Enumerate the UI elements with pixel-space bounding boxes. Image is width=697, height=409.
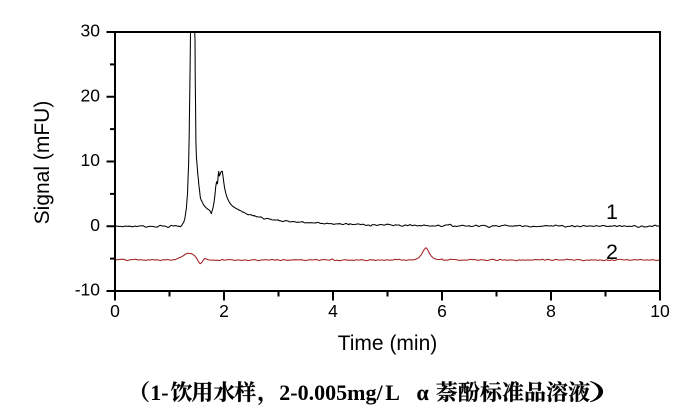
svg-text:2: 2 <box>606 240 618 264</box>
svg-text:1-: 1- <box>150 380 168 405</box>
svg-text:4: 4 <box>328 301 338 321</box>
svg-text:2-0.005mg/: 2-0.005mg/ <box>279 380 383 405</box>
svg-text:8: 8 <box>546 301 556 321</box>
svg-text:10: 10 <box>81 150 101 170</box>
svg-text:0: 0 <box>110 301 120 321</box>
svg-text:0: 0 <box>90 215 100 235</box>
svg-text:10: 10 <box>650 301 670 321</box>
svg-text:1: 1 <box>606 200 618 224</box>
svg-text:Time (min): Time (min) <box>338 332 438 355</box>
svg-text:6: 6 <box>437 301 447 321</box>
svg-text:30: 30 <box>81 21 101 41</box>
svg-text:2: 2 <box>219 301 229 321</box>
svg-text:Signal (mFU): Signal (mFU) <box>31 101 54 225</box>
svg-text:-10: -10 <box>75 280 101 300</box>
svg-text:L: L <box>385 380 400 405</box>
svg-text:20: 20 <box>81 85 101 105</box>
